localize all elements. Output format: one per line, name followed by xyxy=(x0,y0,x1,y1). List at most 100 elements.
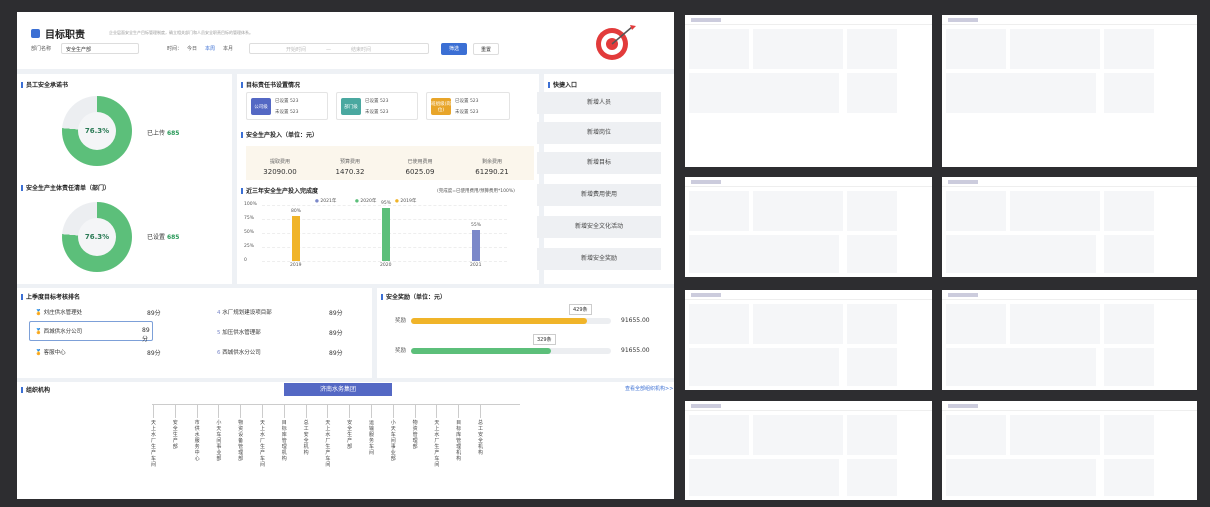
quick-add-reward[interactable]: 新增安全奖励 xyxy=(537,248,661,270)
dashboard-thumbnail[interactable] xyxy=(942,290,1197,390)
time-today[interactable]: 今日 xyxy=(187,46,198,52)
thumbnail-toolbar xyxy=(942,15,1197,25)
rank-index: 4 xyxy=(217,310,221,316)
thumbnail-widget xyxy=(946,29,1006,69)
rank-value: 89分 xyxy=(142,327,150,343)
reset-button[interactable]: 重置 xyxy=(473,43,499,55)
org-link xyxy=(262,404,263,418)
org-link xyxy=(153,404,154,418)
org-node[interactable]: 小天车间事业部 xyxy=(216,420,222,462)
org-node[interactable]: 总工安全机构 xyxy=(303,420,309,456)
org-node[interactable]: 天上水厂生产车间 xyxy=(259,420,265,468)
dept-select[interactable]: 安全生产部 xyxy=(61,43,139,54)
org-node[interactable]: 安全生产部 xyxy=(347,420,353,450)
thumbnail-widget xyxy=(946,304,1006,344)
org-node[interactable]: 物资管理部 xyxy=(412,420,418,450)
org-node[interactable]: 天上水厂生产车间 xyxy=(325,420,331,468)
dept-list-label: 已设置 xyxy=(147,234,166,241)
thumbnail-widget xyxy=(1104,348,1154,386)
thumbnail-widget xyxy=(946,191,1006,231)
quick-add-cost[interactable]: 新增费用使用 xyxy=(537,184,661,206)
dashboard-thumbnail[interactable] xyxy=(685,290,932,390)
bar-2020 xyxy=(382,207,390,261)
employee-label: 已上传 xyxy=(147,130,166,137)
thumbnail-widget xyxy=(689,459,839,496)
thumbnail-widget xyxy=(1104,29,1154,69)
rank-value: 89分 xyxy=(329,310,343,317)
reward-label: 奖励 xyxy=(395,318,407,324)
card-dept[interactable]: 部门级 已设置 523 未设置 523 xyxy=(336,92,418,120)
org-node[interactable]: 物资设备管理部 xyxy=(238,420,244,462)
legend-text: 2020年 xyxy=(360,199,377,204)
card-unset: 未设置 523 xyxy=(455,109,479,115)
thumbnail-widget xyxy=(689,304,749,344)
org-panel xyxy=(17,382,674,499)
thumbnail-widget xyxy=(847,415,897,455)
card-team[interactable]: 班组级(岗位) 已设置 523 未设置 523 xyxy=(426,92,510,120)
thumbnail-widget xyxy=(847,459,897,496)
dashboard-thumbnail[interactable] xyxy=(942,401,1197,500)
org-node[interactable]: 天上水厂生产车间 xyxy=(150,420,156,468)
unset-label: 未设置 xyxy=(455,110,469,115)
thumbnail-widget xyxy=(1010,304,1100,344)
thumbnail-widget xyxy=(946,459,1096,496)
org-link xyxy=(458,404,460,418)
rank-item: 5 加压供水管理部 89分 xyxy=(217,328,367,337)
invest-box xyxy=(246,146,534,180)
rank-value: 89分 xyxy=(329,330,343,337)
thumbnail-widget xyxy=(847,191,897,231)
org-link xyxy=(174,404,176,418)
date-range[interactable]: 开始时间 — 结束时间 xyxy=(249,43,429,54)
dept-list-legend: 已设置 685 xyxy=(147,232,179,241)
thumbnail-toolbar xyxy=(942,401,1197,411)
reward-label: 奖励 xyxy=(395,348,407,354)
dashboard-thumbnail[interactable] xyxy=(685,177,932,277)
thumbnail-widget xyxy=(689,29,749,69)
org-more-link[interactable]: 查看全部组织机构>> xyxy=(625,386,674,392)
card-set: 已设置 523 xyxy=(275,98,299,104)
rank-name: 刘庄供水管理处 xyxy=(43,310,83,316)
org-root[interactable]: 济南水务集团 xyxy=(284,383,392,396)
invest-title: 安全生产投入（单位：元） xyxy=(241,130,318,139)
org-node[interactable]: 目标库管理机构 xyxy=(456,420,462,462)
card-unset: 未设置 523 xyxy=(365,109,389,115)
dept-list-title: 安全生产主体责任清单（部门） xyxy=(21,183,110,192)
quick-add-person[interactable]: 新增人员 xyxy=(537,92,661,114)
card-company[interactable]: 公司级 已设置 523 未设置 523 xyxy=(246,92,328,120)
date-sep: — xyxy=(326,47,332,53)
org-node[interactable]: 运输服务车间 xyxy=(368,420,374,456)
rank-name: 西城供水分公司 xyxy=(222,350,261,356)
org-node[interactable]: 总工安全机构 xyxy=(477,420,483,456)
legend-text: 2019年 xyxy=(400,199,417,204)
thumbnail-widget xyxy=(1104,191,1154,231)
search-button[interactable]: 筛选 xyxy=(441,43,467,55)
dashboard-thumbnail[interactable] xyxy=(942,15,1197,167)
legend-2021: ● 2021年 xyxy=(315,199,337,204)
page-title: 目标职责 xyxy=(31,26,85,41)
card-set: 已设置 523 xyxy=(365,98,389,104)
time-month[interactable]: 本月 xyxy=(223,46,234,52)
org-node[interactable]: 市供水服务中心 xyxy=(194,420,200,462)
org-node[interactable]: 安全生产部 xyxy=(172,420,178,450)
quick-add-activity[interactable]: 新增安全文化活动 xyxy=(537,216,661,238)
card-unset: 未设置 523 xyxy=(275,109,299,115)
dashboard-thumbnail[interactable] xyxy=(685,401,932,500)
y-tick-label: 75% xyxy=(244,216,255,221)
rank-name: 客服中心 xyxy=(43,350,66,356)
quick-add-target[interactable]: 新增目标 xyxy=(537,152,661,174)
legend-text: 2021年 xyxy=(320,199,337,204)
dashboard-thumbnail[interactable] xyxy=(685,15,932,167)
page-subtitle: 企业层面安全生产目标管理制度，确立相关部门和人员安全职责目标的管理体系。 xyxy=(109,30,253,35)
thumbnail-toolbar xyxy=(942,290,1197,300)
dashboard-thumbnail[interactable] xyxy=(942,177,1197,277)
quick-add-post[interactable]: 新增岗位 xyxy=(537,122,661,144)
thumbnail-widget xyxy=(1104,304,1154,344)
thumbnail-widget xyxy=(946,415,1006,455)
rank-item-selected[interactable]: 🏅 西城供水分公司 89分 xyxy=(29,321,153,343)
org-node[interactable]: 小天车间事业部 xyxy=(390,420,396,462)
org-node[interactable]: 天上水厂生产车间 xyxy=(434,420,440,468)
org-node[interactable]: 目标库管理机构 xyxy=(281,420,287,462)
time-week[interactable]: 本周 xyxy=(205,46,216,52)
chart-note: (完成度=已使用费用/预算费用*100%) xyxy=(437,189,515,194)
thumbnail-widget xyxy=(753,415,843,455)
